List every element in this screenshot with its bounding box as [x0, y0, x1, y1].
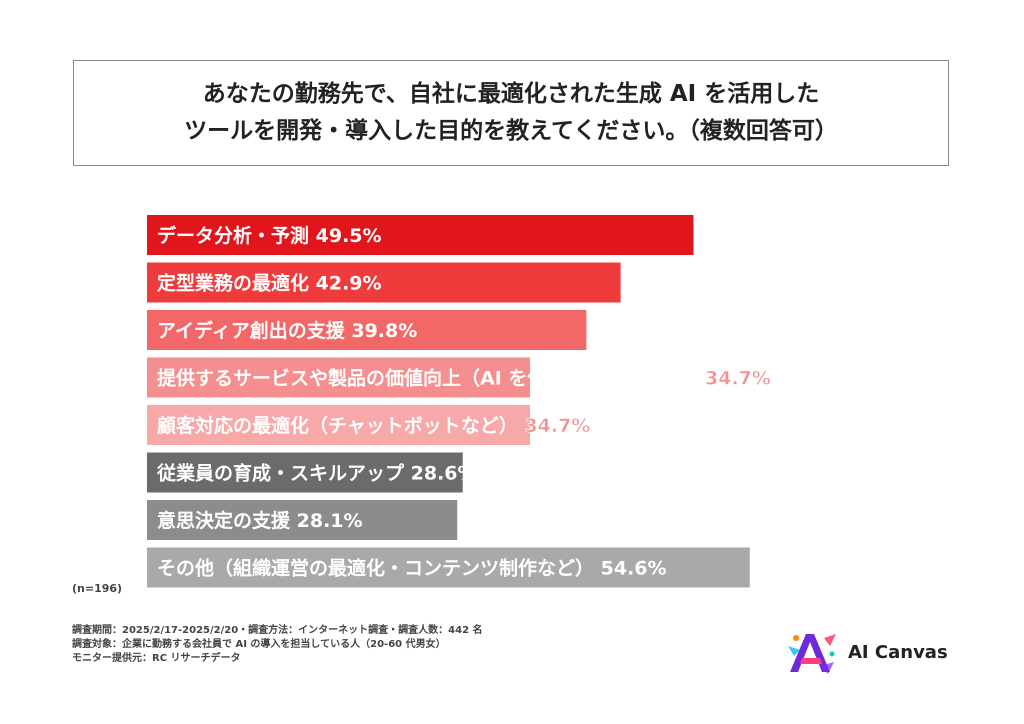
value-label-3: 39.8%	[351, 320, 417, 342]
ai-canvas-logo-icon	[788, 634, 836, 674]
category-label-6: 従業員の育成・スキルアップ	[156, 462, 411, 485]
value-label-4: 34.7%	[705, 368, 771, 390]
question-title-line2: ツールを開発・導入した目的を教えてください。（複数回答可）	[184, 118, 838, 144]
bar-label-5: 顧客対応の最適化（チャットボットなど） 34.7%	[157, 414, 590, 437]
ai-canvas-logo: AI Canvas	[784, 628, 948, 676]
survey-footnotes: 調査期間：2025/2/17-2025/2/20・調査方法：インターネット調査・…	[72, 624, 483, 666]
bar-label-8: その他（組織運営の最適化・コンテンツ制作など） 54.6%	[157, 557, 667, 580]
value-label-6: 28.6%	[411, 463, 477, 485]
footnote-source: モニター提供元：RC リサーチデータ	[72, 653, 241, 664]
value-label-5: 34.7%	[524, 415, 590, 437]
bar-6	[147, 452, 463, 493]
bar-7	[147, 500, 458, 540]
footnote-period: 調査期間：2025/2/17-2025/2/20・調査方法：インターネット調査・…	[72, 625, 483, 636]
bar-3	[147, 310, 587, 350]
bar-4	[147, 357, 531, 398]
ai-canvas-logo-text: AI Canvas	[848, 641, 948, 663]
category-label-5: 顧客対応の最適化（チャットボットなど）	[157, 414, 524, 437]
value-label-8: 54.6%	[601, 558, 667, 580]
bar-label-4: 提供するサービスや製品の価値向上（AI を使った新機能など） 34.7%	[157, 367, 771, 390]
category-label-7: 意思決定の支援	[157, 509, 297, 532]
category-label-8: その他（組織運営の最適化・コンテンツ制作など）	[157, 557, 601, 580]
bar-5	[147, 405, 531, 445]
sample-size-label: (n=196)	[72, 582, 123, 595]
bar-label-2: 定型業務の最適化 42.9%	[157, 272, 382, 295]
bar-label-1: データ分析・予測 49.5%	[157, 224, 382, 247]
bar-label-6: 従業員の育成・スキルアップ 28.6%	[156, 462, 477, 485]
category-label-4: 提供するサービスや製品の価値向上（AI を使った新機能など）	[157, 367, 705, 390]
value-label-2: 42.9%	[316, 273, 382, 295]
question-title-line1: あなたの勤務先で、自社に最適化された生成 AI を活用した	[202, 81, 820, 107]
bar-1	[147, 215, 694, 255]
bar-label-7: 意思決定の支援 28.1%	[157, 509, 363, 532]
question-title-box: あなたの勤務先で、自社に最適化された生成 AI を活用した ツールを開発・導入し…	[73, 60, 949, 166]
value-label-1: 49.5%	[316, 225, 382, 247]
footnote-target: 調査対象：企業に勤務する会社員で AI の導入を担当している人（20-60 代男…	[72, 639, 446, 650]
category-label-1: データ分析・予測	[157, 224, 316, 247]
bar-2	[147, 262, 621, 303]
category-label-2: 定型業務の最適化	[157, 272, 316, 295]
value-label-7: 28.1%	[297, 510, 363, 532]
category-label-3: アイディア創出の支援	[157, 319, 351, 342]
bar-8	[147, 547, 750, 588]
bar-label-3: アイディア創出の支援 39.8%	[157, 319, 417, 342]
